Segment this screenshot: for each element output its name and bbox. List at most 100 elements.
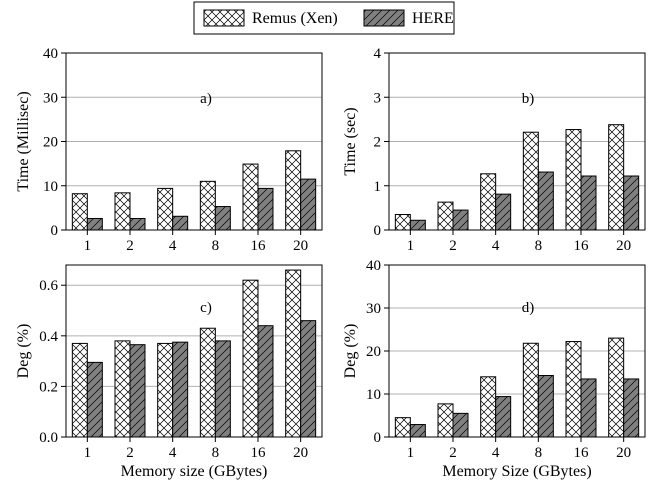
x-tick-label: 1 (407, 238, 415, 254)
x-tick-label: 2 (449, 445, 457, 461)
legend-label-remus: Remus (Xen) (252, 10, 338, 27)
y-tick-label: 30 (43, 90, 58, 106)
x-tick-label: 20 (616, 238, 631, 254)
x-tick-label: 8 (212, 238, 220, 254)
x-tick-label: 20 (616, 445, 631, 461)
y-tick-label: 4 (374, 46, 382, 62)
x-tick-label: 2 (449, 238, 457, 254)
bar-remus-2 (437, 201, 454, 231)
bar-here-20 (623, 378, 640, 438)
bar-here-20 (300, 320, 317, 438)
bar-here-8 (214, 340, 231, 438)
x-tick-label: 1 (84, 238, 92, 254)
bar-remus-2 (114, 192, 131, 231)
y-tick-label: 0.4 (39, 329, 58, 345)
bar-remus-2 (114, 340, 131, 438)
x-axis-label: Memory Size (GBytes) (442, 463, 591, 480)
bar-remus-16 (565, 341, 582, 438)
legend-swatch-here (363, 9, 405, 27)
chart-panel-3: 0.0 0.2 0.4 0.6 1 2 4 8 16 20 Deg (%) Memory size (… (15, 264, 323, 480)
x-tick-label: 20 (293, 445, 308, 461)
bar-here-4 (495, 193, 512, 231)
bar-here-2 (452, 209, 469, 231)
x-axis-label: Memory size (GBytes) (121, 463, 268, 480)
bar-here-16 (257, 325, 274, 438)
x-tick-label: 16 (574, 445, 590, 461)
y-axis-label: Time (Millisec) (15, 91, 32, 191)
bar-here-8 (537, 171, 554, 231)
bar-here-16 (580, 175, 597, 231)
bar-remus-1 (394, 214, 411, 231)
bar-remus-16 (242, 163, 259, 231)
x-tick-label: 16 (574, 238, 590, 254)
bar-remus-4 (480, 173, 497, 231)
panel-label: a) (200, 91, 212, 107)
y-tick-label: 20 (366, 344, 381, 360)
x-tick-label: 4 (492, 238, 500, 254)
bar-here-20 (300, 178, 317, 231)
bar-here-20 (623, 175, 640, 231)
panel-label: b) (522, 91, 535, 107)
y-tick-label: 1 (374, 179, 382, 195)
y-tick-label: 10 (366, 387, 381, 403)
bar-remus-4 (480, 376, 497, 438)
bar-remus-1 (71, 342, 88, 438)
bar-here-1 (409, 219, 426, 231)
bar-remus-20 (608, 337, 625, 438)
x-tick-label: 4 (169, 445, 177, 461)
x-tick-label: 1 (407, 445, 415, 461)
y-tick-label: 40 (366, 258, 381, 274)
x-tick-label: 4 (169, 238, 177, 254)
x-tick-label: 2 (126, 445, 134, 461)
bar-here-1 (86, 217, 103, 231)
y-tick-label: 3 (374, 90, 382, 106)
bar-remus-1 (394, 417, 411, 438)
bar-here-1 (86, 361, 103, 438)
y-tick-label: 0.2 (39, 379, 58, 395)
bar-here-4 (495, 396, 512, 438)
chart-panel-4: 0 10 20 30 40 1 2 4 8 16 20 Deg (%) Memory Size (GBy… (342, 258, 646, 480)
bar-remus-2 (437, 403, 454, 438)
chart-panel-2: 0 1 2 3 4 1 2 4 8 16 20 Time (sec) b) (342, 46, 646, 254)
x-tick-label: 8 (212, 445, 220, 461)
y-tick-label: 0.0 (39, 430, 58, 446)
bar-here-4 (172, 215, 189, 231)
bar-here-2 (452, 412, 469, 438)
y-tick-label: 0 (51, 223, 59, 239)
bar-remus-20 (285, 150, 302, 231)
x-tick-label: 2 (126, 238, 134, 254)
x-tick-label: 4 (492, 445, 500, 461)
y-tick-label: 0 (374, 430, 382, 446)
y-tick-label: 40 (43, 46, 58, 62)
bar-remus-8 (199, 180, 216, 231)
y-axis-label: Deg (%) (15, 324, 32, 379)
legend: Remus (Xen) HERE (193, 1, 455, 35)
y-axis-label: Time (sec) (342, 107, 359, 175)
panel-label: c) (200, 300, 212, 316)
bar-remus-16 (242, 279, 259, 438)
bar-remus-16 (565, 129, 582, 231)
x-tick-label: 8 (535, 238, 543, 254)
legend-label-here: HERE (412, 10, 454, 27)
panel-label: d) (522, 300, 535, 316)
bar-here-1 (409, 424, 426, 438)
plot-frame (65, 264, 323, 438)
x-tick-label: 20 (293, 238, 308, 254)
y-tick-label: 0.6 (39, 278, 58, 294)
bar-remus-8 (199, 327, 216, 438)
y-tick-label: 10 (43, 179, 58, 195)
y-axis-label: Deg (%) (342, 324, 359, 379)
x-tick-label: 16 (251, 445, 267, 461)
x-tick-label: 8 (535, 445, 543, 461)
bar-remus-4 (157, 342, 174, 438)
y-tick-label: 0 (374, 223, 382, 239)
bar-remus-1 (71, 193, 88, 231)
bar-here-16 (580, 378, 597, 438)
y-tick-label: 20 (43, 135, 58, 151)
y-tick-label: 30 (366, 301, 381, 317)
bar-here-2 (129, 344, 146, 438)
x-tick-label: 1 (84, 445, 92, 461)
legend-swatch-remus (203, 9, 245, 27)
bar-here-8 (214, 206, 231, 231)
